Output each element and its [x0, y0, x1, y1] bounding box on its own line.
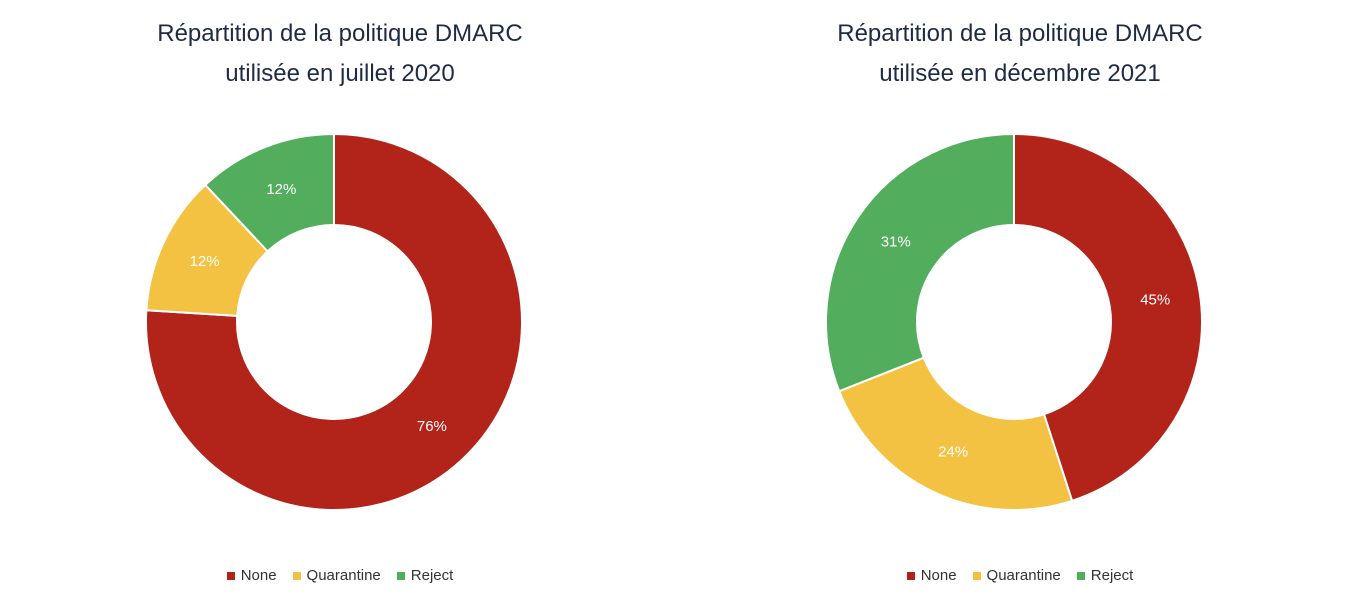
chart-title: Répartition de la politique DMARC utilis…	[0, 14, 680, 94]
legend-item-quarantine: Quarantine	[972, 567, 1061, 584]
legend-item-reject: Reject	[396, 567, 454, 584]
legend-item-none: None	[906, 567, 957, 584]
data-label-reject: 12%	[266, 181, 296, 198]
chart-title-line-1: Répartition de la politique DMARC	[157, 20, 523, 47]
slice-none	[145, 132, 523, 511]
legend-label-none: None	[920, 567, 957, 584]
slice-none	[1013, 132, 1203, 503]
data-label-reject: 31%	[881, 234, 911, 251]
legend-swatch-none	[226, 571, 235, 580]
slice-quarantine	[837, 356, 1074, 511]
legend-swatch-quarantine	[972, 571, 981, 580]
data-label-quarantine: 24%	[938, 443, 968, 460]
data-label-none: 45%	[1140, 292, 1170, 309]
data-label-quarantine: 12%	[190, 253, 220, 270]
legend-label-reject: Reject	[1090, 567, 1134, 584]
donut-svg: 76% 12% 12%	[145, 132, 523, 511]
chart-title-line-1: Répartition de la politique DMARC	[837, 20, 1203, 47]
legend-swatch-quarantine	[292, 571, 301, 580]
donut-svg: 45% 24% 31%	[825, 132, 1203, 511]
legend-label-quarantine: Quarantine	[986, 567, 1061, 584]
legend-label-none: None	[240, 567, 277, 584]
legend-label-quarantine: Quarantine	[306, 567, 381, 584]
legend-swatch-reject	[396, 571, 405, 580]
legend-item-reject: Reject	[1076, 567, 1134, 584]
donut-chart-july-2020: Répartition de la politique DMARC utilis…	[0, 14, 680, 584]
legend-item-quarantine: Quarantine	[292, 567, 381, 584]
legend: None Quarantine Reject	[680, 567, 1360, 584]
chart-title-line-2: utilisée en décembre 2021	[879, 60, 1161, 87]
chart-title-line-2: utilisée en juillet 2020	[225, 60, 455, 87]
chart-title: Répartition de la politique DMARC utilis…	[680, 14, 1360, 94]
legend-label-reject: Reject	[410, 567, 454, 584]
legend-swatch-none	[906, 571, 915, 580]
legend: None Quarantine Reject	[0, 567, 680, 584]
legend-item-none: None	[226, 567, 277, 584]
data-label-none: 76%	[417, 418, 447, 435]
slice-reject	[203, 132, 335, 253]
legend-swatch-reject	[1076, 571, 1085, 580]
slice-reject	[825, 132, 1015, 393]
donut-chart-december-2021: Répartition de la politique DMARC utilis…	[680, 0, 1360, 604]
